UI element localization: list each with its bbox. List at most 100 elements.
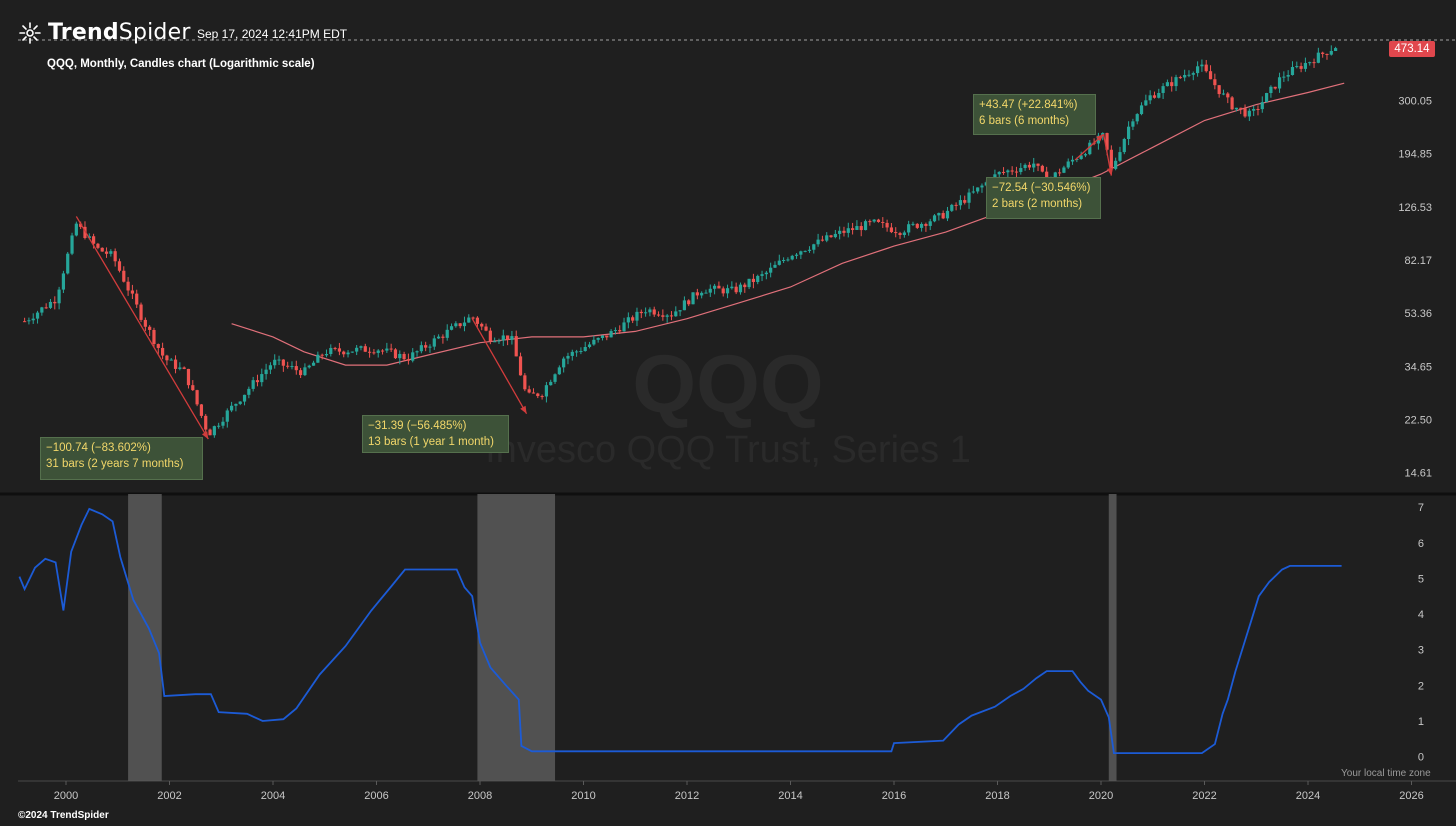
time-axis-tick: 2010: [571, 790, 595, 802]
candle-body: [756, 275, 760, 283]
candle-body: [803, 250, 807, 252]
candle-body: [432, 338, 436, 347]
candle-body: [61, 273, 66, 290]
candle-body: [454, 323, 458, 327]
candle-body: [820, 239, 825, 241]
candle-body: [57, 289, 61, 304]
rate-line: [18, 507, 1342, 754]
rate-axis-tick: 0: [1418, 752, 1424, 764]
time-axis-tick: 2022: [1192, 790, 1216, 802]
candle-body: [1321, 52, 1325, 54]
candle-body: [355, 347, 359, 352]
candle-body: [911, 223, 915, 225]
candle-body: [544, 385, 549, 397]
candle-body: [1014, 171, 1019, 173]
candle-body: [734, 286, 738, 293]
candle-body: [419, 345, 423, 352]
candle-body: [790, 255, 794, 260]
candle-body: [113, 251, 117, 262]
rally-annotation[interactable]: +43.47 (+22.841%) 6 bars (6 months): [973, 94, 1096, 135]
candle-body: [161, 347, 165, 356]
candle-body: [527, 389, 531, 393]
candle-body: [40, 307, 44, 313]
rate-axis-tick: 2: [1418, 680, 1424, 692]
candle-body: [635, 311, 639, 321]
candle-body: [549, 381, 553, 386]
candle-body: [1139, 105, 1144, 115]
candle-body: [540, 396, 544, 398]
candle-body: [915, 223, 919, 228]
candle-body: [100, 247, 104, 252]
candle-body: [1191, 73, 1195, 75]
candle-body: [143, 319, 147, 327]
candle-body: [173, 359, 178, 369]
candle-body: [644, 312, 648, 314]
candle-body: [445, 329, 449, 338]
candle-body: [462, 322, 467, 327]
time-axis-tick: 2026: [1399, 790, 1423, 802]
candle-body: [1079, 155, 1083, 159]
candle-body: [605, 335, 609, 338]
candle-body: [1083, 154, 1088, 156]
candle-body: [238, 401, 242, 404]
candle-body: [1019, 168, 1023, 172]
watermark-symbol: QQQ: [632, 339, 823, 430]
candle-body: [885, 222, 889, 228]
candle-body: [945, 210, 950, 219]
candle-body: [178, 367, 182, 369]
candle-body: [786, 259, 790, 261]
candle-body: [514, 336, 518, 357]
candle-body: [730, 286, 734, 289]
price-axis-tick: 22.50: [1404, 415, 1432, 427]
candle-body: [437, 336, 441, 339]
timestamp: Sep 17, 2024 12:41PM EDT: [197, 27, 348, 41]
candle-body: [1105, 133, 1109, 150]
brand[interactable]: TrendSpider: [18, 20, 191, 45]
candle-body: [1053, 172, 1057, 179]
candle-body: [583, 346, 587, 352]
candle-body: [652, 309, 656, 315]
candle-body: [195, 390, 199, 405]
candle-body: [510, 336, 514, 340]
candle-body: [1144, 100, 1148, 106]
candle-body: [251, 380, 255, 389]
candle-body: [769, 267, 773, 273]
candle-body: [656, 314, 661, 316]
time-axis-tick: 2004: [261, 790, 285, 802]
drawdown-annotation-2[interactable]: −31.39 (−56.485%) 13 bars (1 year 1 mont…: [362, 415, 509, 453]
candle-body: [484, 326, 488, 331]
candle-body: [1062, 167, 1066, 173]
time-axis-tick: 2014: [778, 790, 802, 802]
covid-drop-annotation[interactable]: −72.54 (−30.546%) 2 bars (2 months): [986, 177, 1101, 219]
candle-body: [812, 244, 816, 250]
brand-name: TrendSpider: [48, 20, 191, 45]
candle-body: [135, 293, 139, 305]
candle-body: [1070, 159, 1075, 162]
candle-body: [855, 226, 859, 230]
candle-body: [764, 272, 768, 275]
candle-body: [324, 354, 329, 356]
candle-body: [212, 426, 216, 436]
candle-body: [1178, 77, 1182, 79]
annotation-change: +43.47 (+22.841%): [979, 99, 1078, 111]
candle-body: [48, 301, 53, 308]
candle-body: [859, 226, 863, 231]
candle-body: [1200, 64, 1204, 67]
candle-body: [700, 292, 704, 296]
price-axis-tick: 14.61: [1404, 468, 1432, 480]
time-axis-tick: 2000: [54, 790, 78, 802]
drawdown-annotation-1[interactable]: −100.74 (−83.602%) 31 bars (2 years 7 mo…: [40, 437, 203, 480]
candle-body: [126, 281, 130, 291]
candle-body: [281, 359, 285, 366]
candle-body: [1239, 107, 1243, 109]
time-axis-tick: 2012: [675, 790, 699, 802]
chart-subtitle: QQQ, Monthly, Candles chart (Logarithmic…: [47, 58, 315, 70]
candle-body: [851, 228, 855, 230]
candle-body: [932, 215, 937, 222]
candle-body: [1058, 172, 1062, 174]
candle-body: [311, 362, 316, 366]
candle-body: [1174, 77, 1178, 87]
candle-body: [743, 284, 747, 288]
candle-body: [449, 326, 454, 330]
